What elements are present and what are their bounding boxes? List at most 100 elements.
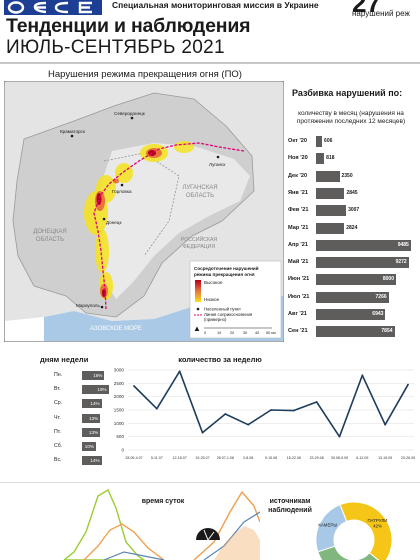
weekday-bar-label: Пт. [54,428,61,435]
svg-text:20: 20 [230,331,234,335]
svg-text:Сосредоточение нарушений: Сосредоточение нарушений [194,265,259,271]
svg-text:Линия соприкосновения: Линия соприкосновения [204,312,253,317]
region-label-luhansk-2: ОБЛАСТЬ [186,193,214,199]
monthly-bar-row: Янв '21 2845 [288,187,418,200]
weekly-data-point [270,409,272,411]
monthly-bar-value: 2824 [346,224,358,231]
monthly-bar-row: Сен '21 7854 [288,325,418,338]
donut-slice-label: КАМЕРЫ [318,523,337,528]
mission-name: Специальная мониторинговая миссия в Укра… [112,0,319,10]
weekly-data-point [201,431,204,434]
weekly-line-chart: 0 500 1000 1500 2000 2500 3000 28.06-4.07 5-11.0… [114,368,415,461]
map-legend: Сосредоточение нарушений режима прекраще… [189,260,282,339]
monthly-bar [316,257,409,269]
monthly-bar-label: Май '21 [288,259,309,266]
monthly-bar-value: 606 [324,138,333,144]
breakdown-subtitle: количеству в месяц (нарушения на протяже… [296,110,406,125]
weekly-x-tick-label: 26.07-1.08 [217,456,234,460]
monthly-bar-row: Авг '21 6943 [288,308,418,321]
weekday-bar [82,385,109,395]
svg-text:(примерно): (примерно) [204,317,227,322]
time-of-day-area-series [64,488,260,560]
weekly-x-tick-label: 30.08-5.09 [331,456,348,460]
monthly-bar-value: 8000 [382,276,394,283]
weekly-data-point [338,435,341,438]
weekday-bar-label: Вт. [54,386,61,393]
weekday-bar-label: Пн. [54,372,63,378]
monthly-bar-row: Июл '21 7266 [288,291,418,304]
region-label-donetsk: ДОНЕЦКАЯ [33,229,66,235]
monthly-bar-label: Мар '21 [288,224,309,231]
tod-series-blue [103,511,260,560]
city-label-kramatorsk: Краматорск [60,129,86,134]
monthly-bar [316,187,345,199]
monthly-bar-value: 818 [326,155,335,162]
weekday-bar-value: 13% [88,415,99,421]
weekly-x-tick-label: 12-18.07 [173,456,187,460]
city-label-horlivka: Горловка [112,189,132,194]
weekly-data-point [361,374,364,377]
svg-text:50 км: 50 км [266,331,276,335]
monthly-bar-row: Окт '20 606 [288,135,418,148]
weekly-x-tick-label: 16-22.08 [287,456,301,460]
weekday-bar-label: Сб. [54,443,63,449]
sea-label: АЗОВСКОЕ МОРЕ [90,326,142,332]
weekly-y-tick-label: 500 [116,434,124,439]
weekday-bar [82,371,105,380]
monthly-bar-row: Апр '21 9485 [288,239,418,252]
donut-slice-label: ПАТРУЛИ [367,518,387,523]
osce-logo [4,0,102,15]
weekly-y-tick-label: 1000 [114,421,125,426]
weekly-data-point [247,423,250,426]
monthly-bar-label: Сен '21 [288,328,308,335]
weekday-bar [82,456,102,466]
tod-series-orange [83,490,260,560]
header-divider [0,62,420,64]
weekly-series-line [133,370,409,438]
monthly-bar-value: 2845 [346,189,358,196]
weekday-bar-label: Ср. [54,400,63,407]
weekday-bar-row: Вс. 14% [54,455,114,466]
tod-series-green [64,488,146,560]
weekly-data-point [384,423,387,426]
weekly-x-tick-label: 5-11.07 [151,456,163,460]
weekly-y-tick-label: 2500 [114,381,125,386]
weekly-y-tick-label: 1500 [114,408,125,413]
weekday-bar-value: 14% [90,458,100,464]
weekday-bar-value: 10% [84,444,94,449]
clock-icon [196,528,220,541]
monthly-bar-row: Фев '21 3007 [288,204,418,217]
bottom-divider [0,482,420,483]
weekly-y-tick-label: 2000 [114,394,125,399]
monthly-bar-value: 2350 [341,172,353,179]
monthly-bar-value: 7266 [375,293,387,300]
svg-text:0: 0 [204,331,206,335]
weekly-x-tick-label: 28.06-4.07 [125,456,142,460]
weekly-x-tick-label: 23-29.08 [310,456,324,460]
donut-slice [339,501,393,560]
weekly-data-point [133,385,135,387]
monthly-bar [316,309,386,320]
weekday-bar-label: Чт. [54,414,61,421]
sources-title: источникам наблюдений [268,498,312,514]
page-title: Тенденции и наблюдения [6,15,251,37]
monthly-bar-row: Дек '20 2350 [288,170,418,183]
weekly-data-point [407,383,409,386]
weekly-x-tick-label: 6-12.09 [356,456,368,460]
monthly-bar [316,291,389,303]
monthly-bar-label: Июн '21 [288,276,310,283]
breakdown-title: Разбивка нарушений по: [292,88,403,98]
monthly-bar [316,153,325,165]
city-label-severodonetsk: Северодонецк [114,111,146,116]
monthly-bar [316,136,323,147]
monthly-bar-value: 3007 [348,207,360,214]
monthly-bar [316,222,345,234]
monthly-bar-label: Янв '21 [288,189,308,196]
period-title: ИЮЛЬ-СЕНТЯБРЬ 2021 [6,37,225,58]
weekday-bar-row: Сб. 10% [54,441,114,452]
weekday-bar [82,442,96,451]
weekday-chart-title: дням недели [40,355,89,364]
weekday-bar-value: 13% [88,429,99,435]
weekly-x-tick-label: 2-8.08 [243,456,253,460]
